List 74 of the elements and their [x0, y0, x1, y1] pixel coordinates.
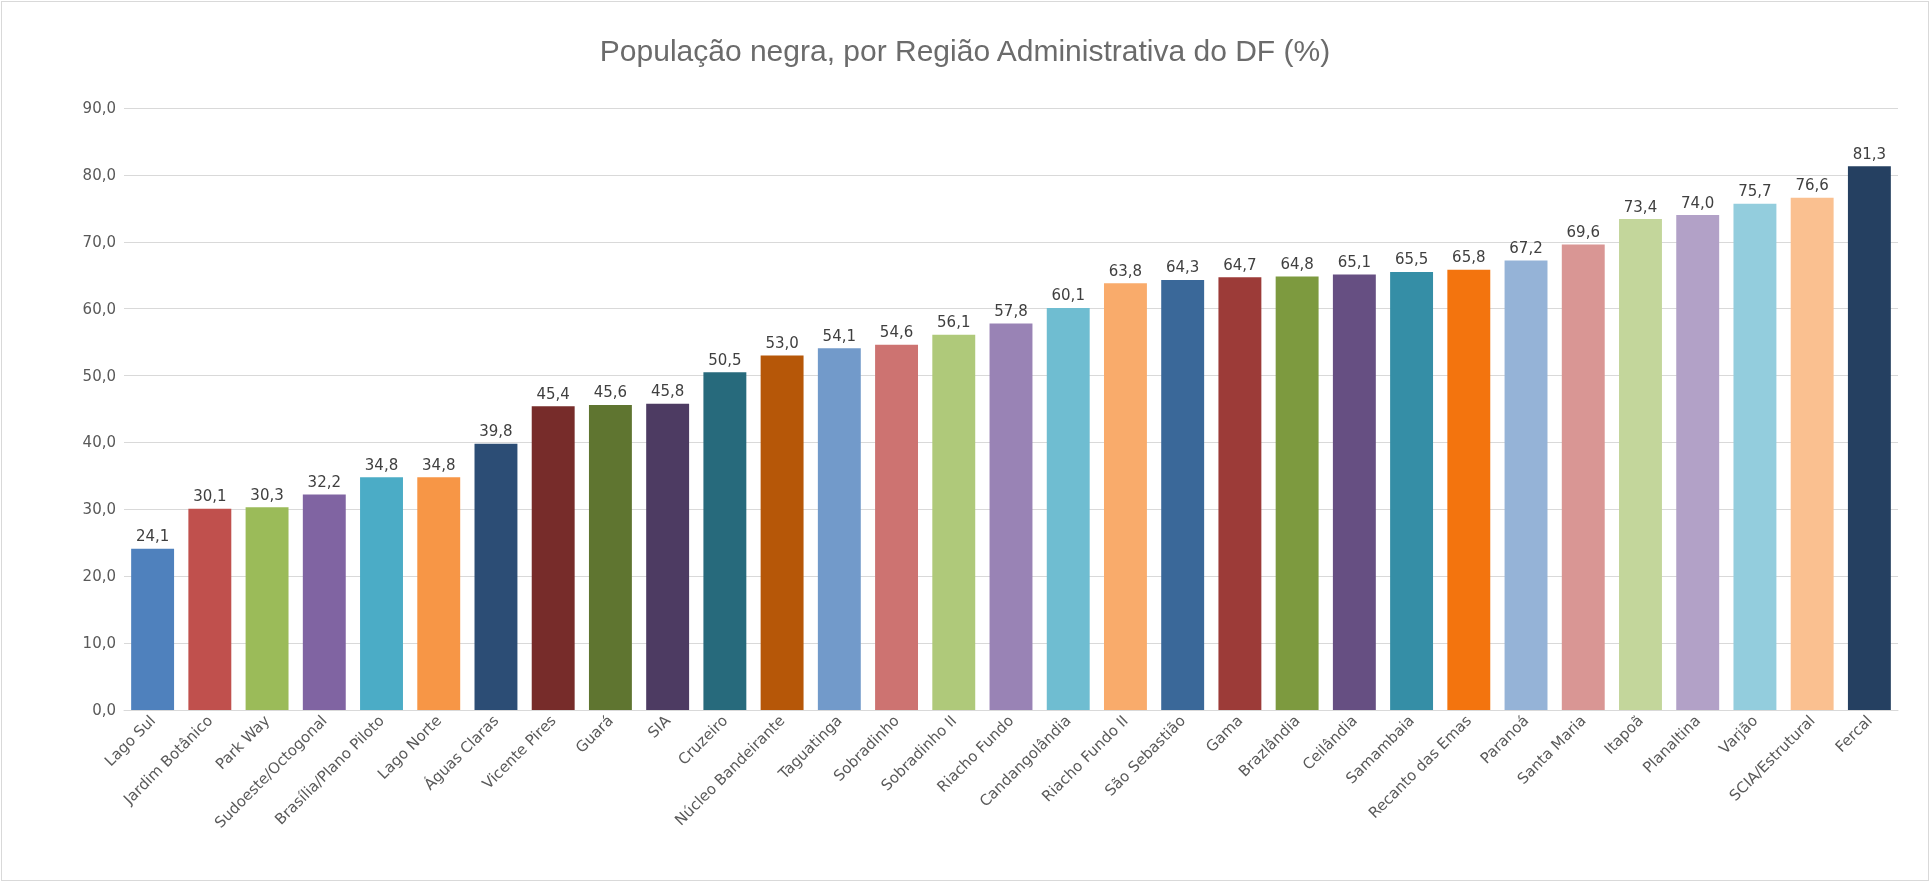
- x-tick-label: SIA: [644, 711, 675, 742]
- bar: [875, 344, 919, 710]
- data-label: 53,0: [765, 333, 799, 352]
- data-label: 54,1: [822, 326, 857, 345]
- bar: [1504, 260, 1548, 710]
- bar: [302, 494, 346, 710]
- y-tick-label: 40,0: [82, 433, 116, 452]
- y-tick-label: 50,0: [82, 366, 116, 385]
- bar: [760, 355, 804, 710]
- bar: [646, 403, 690, 710]
- data-label: 56,1: [937, 313, 971, 332]
- data-label: 69,6: [1566, 222, 1600, 241]
- data-label: 45,4: [536, 384, 570, 403]
- data-label: 34,8: [422, 455, 456, 474]
- data-label: 65,1: [1337, 253, 1372, 272]
- data-label: 73,4: [1623, 197, 1658, 216]
- bar: [531, 406, 575, 710]
- data-label: 64,7: [1223, 255, 1257, 274]
- data-label: 54,6: [879, 323, 914, 342]
- y-tick-label: 80,0: [82, 165, 116, 184]
- data-label: 65,8: [1452, 248, 1486, 267]
- y-tick-label: 30,0: [82, 500, 116, 519]
- data-label: 45,6: [593, 383, 628, 402]
- bar: [1332, 274, 1376, 710]
- bar: [1046, 308, 1090, 710]
- data-label: 76,6: [1795, 176, 1829, 195]
- data-label: 81,3: [1852, 144, 1887, 163]
- bar: [360, 477, 403, 710]
- data-label: 65,5: [1394, 250, 1429, 269]
- data-label: 24,1: [135, 527, 170, 546]
- data-label: 39,8: [479, 422, 513, 441]
- data-label: 75,7: [1738, 182, 1772, 201]
- data-label: 30,3: [250, 485, 284, 504]
- data-label: 63,8: [1108, 261, 1143, 280]
- bar: [188, 508, 232, 710]
- data-label: 64,8: [1280, 255, 1314, 274]
- y-tick-label: 10,0: [82, 634, 116, 653]
- y-tick-label: 60,0: [82, 299, 116, 318]
- bar: [1218, 277, 1262, 710]
- bar: [817, 348, 861, 710]
- bar: [989, 323, 1033, 710]
- data-label: 34,8: [364, 455, 399, 474]
- bar: [1733, 203, 1777, 710]
- bar: [1390, 271, 1434, 710]
- bar: [131, 548, 175, 710]
- chart-title: População negra, por Região Administrativa do DF (%): [599, 33, 1331, 67]
- bar: [1676, 215, 1720, 710]
- bar: [1275, 276, 1319, 710]
- data-label: 67,2: [1509, 239, 1543, 258]
- y-tick-label: 90,0: [82, 99, 116, 117]
- y-tick-label: 20,0: [82, 567, 116, 586]
- bar: [1561, 244, 1605, 710]
- bar: [417, 477, 461, 710]
- bar: [1161, 279, 1205, 710]
- bar: [474, 443, 518, 710]
- data-label: 57,8: [994, 301, 1028, 320]
- bar: [1790, 197, 1834, 710]
- data-label: 32,2: [307, 473, 341, 492]
- data-label: 64,3: [1165, 258, 1200, 277]
- y-tick-label: 70,0: [82, 232, 116, 251]
- bar: [588, 404, 632, 710]
- bar: [1847, 166, 1891, 710]
- bar: [245, 507, 289, 710]
- data-label: 30,1: [193, 487, 227, 506]
- y-tick-label: 0,0: [92, 701, 116, 719]
- data-label: 60,1: [1051, 286, 1085, 305]
- bar: [1447, 269, 1491, 710]
- data-label: 50,5: [708, 350, 742, 369]
- bar: [1619, 219, 1662, 710]
- data-label: 74,0: [1681, 193, 1715, 212]
- bar: [703, 372, 747, 710]
- bar: [932, 334, 976, 710]
- data-label: 45,8: [650, 382, 685, 401]
- bar: [1103, 283, 1147, 710]
